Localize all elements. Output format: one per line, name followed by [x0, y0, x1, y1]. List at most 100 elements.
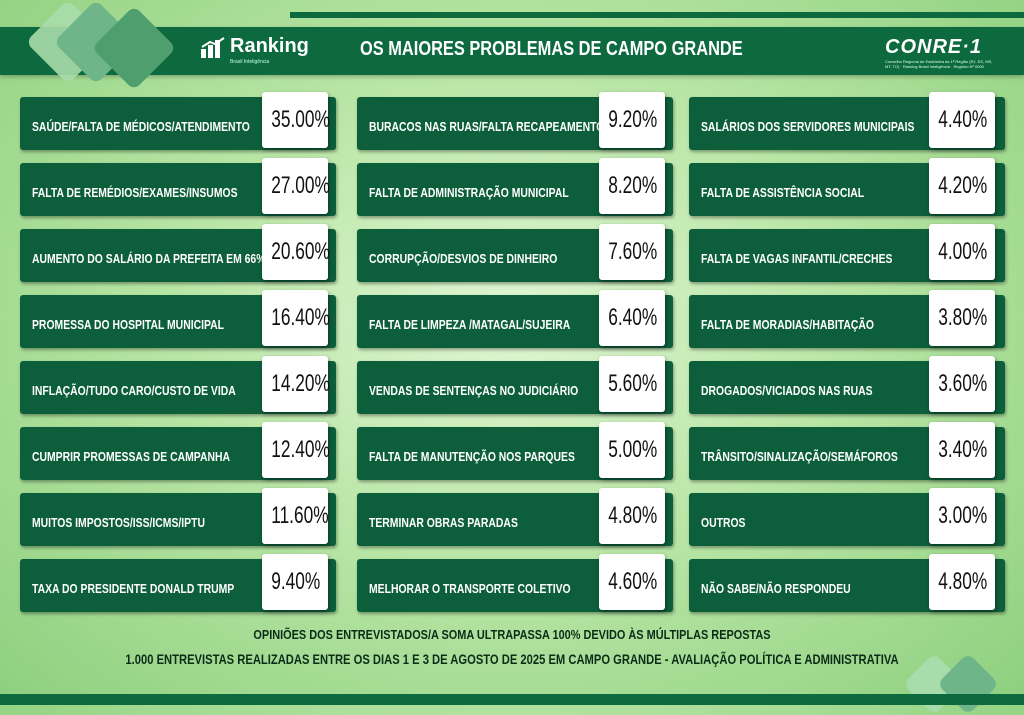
ranking-value: 3.60%: [938, 370, 988, 397]
ranking-label: PROMESSA DO HOSPITAL MUNICIPAL: [32, 317, 225, 332]
ranking-label: INFLAÇÃO/TUDO CARO/CUSTO DE VIDA: [32, 383, 236, 398]
ranking-label: TAXA DO PRESIDENTE DONALD TRUMP: [32, 581, 235, 596]
brand-tagline: Brasil Inteligência: [230, 59, 270, 65]
ranking-label: MELHORAR O TRANSPORTE COLETIVO: [369, 581, 571, 596]
ranking-value-box: 9.20%: [599, 92, 665, 148]
ranking-value: 14.20%: [271, 370, 330, 397]
ranking-row: NÃO SABE/NÃO RESPONDEU 4.80%: [689, 554, 1007, 612]
ranking-row: OUTROS 3.00%: [689, 488, 1007, 546]
ranking-value: 5.00%: [608, 436, 658, 463]
ranking-value: 20.60%: [271, 238, 330, 265]
footnote-methodology: 1.000 ENTREVISTAS REALIZADAS ENTRE OS DI…: [125, 651, 899, 667]
ranking-value: 4.40%: [938, 106, 988, 133]
ranking-value: 3.80%: [938, 304, 988, 331]
ranking-value-box: 3.40%: [929, 422, 995, 478]
ranking-value-box: 16.40%: [262, 290, 330, 346]
ranking-label: FALTA DE LIMPEZA /MATAGAL/SUJEIRA: [369, 317, 571, 332]
ranking-value-box: 9.40%: [262, 554, 328, 610]
ranking-label: NÃO SABE/NÃO RESPONDEU: [701, 581, 851, 596]
ranking-row: FALTA DE MANUTENÇÃO NOS PARQUES 5.00%: [357, 422, 675, 480]
ranking-value: 9.20%: [608, 106, 658, 133]
ranking-label: BURACOS NAS RUAS/FALTA RECAPEAMENTO: [369, 119, 605, 134]
ranking-value: 6.40%: [608, 304, 658, 331]
ranking-value: 4.80%: [608, 502, 658, 529]
ranking-value: 16.40%: [271, 304, 330, 331]
ranking-logo-icon: [201, 37, 225, 58]
ranking-value-box: 12.40%: [262, 422, 330, 478]
ranking-value-box: 4.20%: [929, 158, 995, 214]
ranking-row: TRÂNSITO/SINALIZAÇÃO/SEMÁFOROS 3.40%: [689, 422, 1007, 480]
ranking-label: SALÁRIOS DOS SERVIDORES MUNICIPAIS: [701, 119, 915, 134]
ranking-value-box: 8.20%: [599, 158, 665, 214]
ranking-value: 35.00%: [271, 106, 330, 133]
ranking-value: 4.00%: [938, 238, 988, 265]
ranking-value: 27.00%: [271, 172, 330, 199]
ranking-row: CORRUPÇÃO/DESVIOS DE DINHEIRO 7.60%: [357, 224, 675, 282]
ranking-row: PROMESSA DO HOSPITAL MUNICIPAL 16.40%: [20, 290, 338, 348]
page-title: OS MAIORES PROBLEMAS DE CAMPO GRANDE: [360, 38, 743, 60]
ranking-label: OUTROS: [701, 515, 746, 530]
ranking-value-box: 7.60%: [599, 224, 665, 280]
ranking-row: BURACOS NAS RUAS/FALTA RECAPEAMENTO 9.20%: [357, 92, 675, 150]
ranking-value: 12.40%: [271, 436, 330, 463]
ranking-value-box: 35.00%: [262, 92, 330, 148]
ranking-label: VENDAS DE SENTENÇAS NO JUDICIÁRIO: [369, 383, 579, 398]
ranking-label: FALTA DE ADMINISTRAÇÃO MUNICIPAL: [369, 185, 569, 200]
ranking-value-box: 20.60%: [262, 224, 330, 280]
ranking-value-box: 4.80%: [929, 554, 995, 610]
ranking-row: SAÚDE/FALTA DE MÉDICOS/ATENDIMENTO 35.00%: [20, 92, 338, 150]
ranking-value: 4.20%: [938, 172, 988, 199]
ranking-value: 11.60%: [271, 502, 329, 529]
ranking-row: FALTA DE VAGAS INFANTIL/CRECHES 4.00%: [689, 224, 1007, 282]
ranking-label: CUMPRIR PROMESSAS DE CAMPANHA: [32, 449, 230, 464]
ranking-value-box: 5.00%: [599, 422, 665, 478]
ranking-value: 3.00%: [938, 502, 988, 529]
footnote-opinions: OPINIÕES DOS ENTREVISTADOS/A SOMA ULTRAP…: [253, 627, 771, 642]
ranking-row: FALTA DE MORADIAS/HABITAÇÃO 3.80%: [689, 290, 1007, 348]
ranking-value-box: 4.60%: [599, 554, 665, 610]
conre-subtitle: Conselho Regional de Estatística da 1ª R…: [885, 59, 993, 69]
ranking-value-box: 4.80%: [599, 488, 665, 544]
ranking-row: VENDAS DE SENTENÇAS NO JUDICIÁRIO 5.60%: [357, 356, 675, 414]
ranking-value-box: 5.60%: [599, 356, 665, 412]
ranking-value-box: 4.40%: [929, 92, 995, 148]
ranking-value-box: 27.00%: [262, 158, 330, 214]
ranking-label: SAÚDE/FALTA DE MÉDICOS/ATENDIMENTO: [32, 119, 250, 134]
ranking-row: FALTA DE LIMPEZA /MATAGAL/SUJEIRA 6.40%: [357, 290, 675, 348]
ranking-label: CORRUPÇÃO/DESVIOS DE DINHEIRO: [369, 251, 558, 266]
ranking-value-box: 3.00%: [929, 488, 995, 544]
ranking-label: DROGADOS/VICIADOS NAS RUAS: [701, 383, 873, 398]
ranking-label: TERMINAR OBRAS PARADAS: [369, 515, 518, 530]
ranking-value: 4.80%: [938, 568, 988, 595]
ranking-row: AUMENTO DO SALÁRIO DA PREFEITA EM 66% 20.…: [20, 224, 338, 282]
top-accent-line: [290, 12, 1024, 18]
ranking-row: TERMINAR OBRAS PARADAS 4.80%: [357, 488, 675, 546]
ranking-value: 5.60%: [608, 370, 658, 397]
ranking-value-box: 14.20%: [262, 356, 330, 412]
decorative-diamond: [936, 652, 1000, 715]
ranking-value: 9.40%: [271, 568, 321, 595]
ranking-value-box: 3.80%: [929, 290, 995, 346]
ranking-label: FALTA DE MANUTENÇÃO NOS PARQUES: [369, 449, 575, 464]
ranking-value: 4.60%: [608, 568, 658, 595]
ranking-row: FALTA DE ASSISTÊNCIA SOCIAL 4.20%: [689, 158, 1007, 216]
ranking-label: FALTA DE REMÉDIOS/EXAMES/INSUMOS: [32, 185, 238, 200]
bottom-bar: [0, 694, 1024, 705]
ranking-value: 8.20%: [608, 172, 658, 199]
ranking-value: 7.60%: [608, 238, 658, 265]
ranking-label: FALTA DE MORADIAS/HABITAÇÃO: [701, 317, 874, 332]
ranking-label: AUMENTO DO SALÁRIO DA PREFEITA EM 66%: [32, 251, 266, 266]
conre-logo: CONRE·1 Conselho Regional de Estatística…: [885, 36, 992, 69]
ranking-row: MELHORAR O TRANSPORTE COLETIVO 4.60%: [357, 554, 675, 612]
ranking-label: TRÂNSITO/SINALIZAÇÃO/SEMÁFOROS: [701, 449, 898, 464]
ranking-row: INFLAÇÃO/TUDO CARO/CUSTO DE VIDA 14.20%: [20, 356, 338, 414]
ranking-row: FALTA DE ADMINISTRAÇÃO MUNICIPAL 8.20%: [357, 158, 675, 216]
ranking-value: 3.40%: [938, 436, 988, 463]
ranking-row: CUMPRIR PROMESSAS DE CAMPANHA 12.40%: [20, 422, 338, 480]
ranking-label: MUITOS IMPOSTOS/ISS/ICMS/IPTU: [32, 515, 205, 530]
conre-name: CONRE·1: [885, 36, 983, 58]
ranking-value-box: 4.00%: [929, 224, 995, 280]
brand-name: Ranking: [230, 35, 309, 57]
ranking-row: SALÁRIOS DOS SERVIDORES MUNICIPAIS 4.40%: [689, 92, 1007, 150]
ranking-value-box: 6.40%: [599, 290, 665, 346]
